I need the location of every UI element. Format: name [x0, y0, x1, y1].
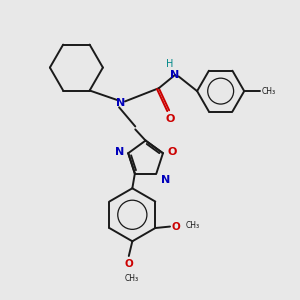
Text: N: N [170, 70, 180, 80]
Text: N: N [116, 98, 125, 108]
Text: CH₃: CH₃ [185, 220, 200, 230]
Text: N: N [115, 147, 124, 157]
Text: CH₃: CH₃ [125, 274, 139, 283]
Text: N: N [161, 175, 170, 185]
Text: O: O [172, 222, 181, 232]
Text: CH₃: CH₃ [262, 87, 276, 96]
Text: H: H [166, 59, 173, 69]
Text: O: O [124, 259, 133, 269]
Text: O: O [166, 114, 175, 124]
Text: O: O [167, 147, 177, 157]
